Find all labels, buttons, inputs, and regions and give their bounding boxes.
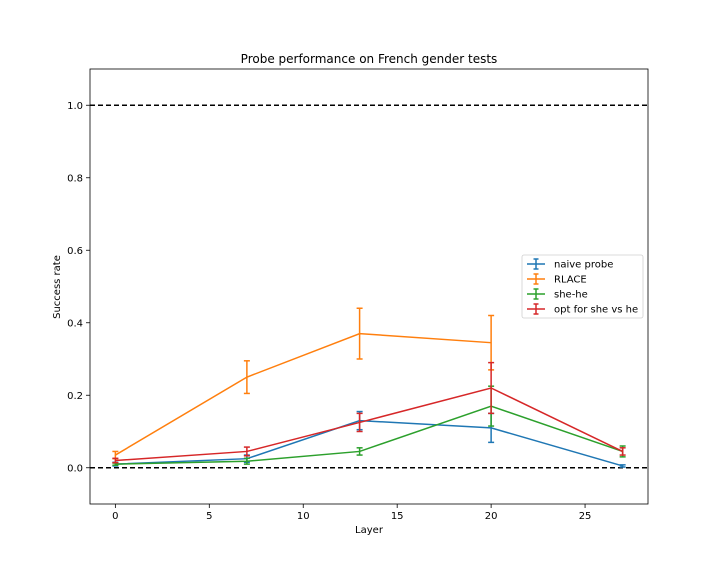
legend-item-1: RLACE xyxy=(527,273,587,286)
y-tick-label: 0.2 xyxy=(67,391,83,402)
error-bar xyxy=(619,447,626,456)
series-line-0 xyxy=(115,419,623,467)
y-tick-label: 0.8 xyxy=(67,173,83,184)
plot-area xyxy=(90,104,648,469)
plot-frame xyxy=(89,68,649,505)
x-tick-label: 10 xyxy=(297,511,310,522)
legend-frame xyxy=(521,254,644,319)
error-bar xyxy=(112,457,119,464)
y-axis-label: Success rate xyxy=(52,255,63,319)
chart-title: Probe performance on French gender tests xyxy=(241,52,498,66)
error-bar xyxy=(356,412,363,433)
error-bar xyxy=(243,446,250,457)
series-2 xyxy=(112,385,626,466)
legend-item-3: opt for she vs he xyxy=(527,303,638,316)
x-tick-label: 0 xyxy=(112,511,118,522)
legend-label: RLACE xyxy=(554,275,587,286)
series-line-1 xyxy=(114,332,492,456)
series-1 xyxy=(112,307,495,460)
error-bar xyxy=(243,360,250,395)
x-tick-label: 5 xyxy=(206,511,212,522)
y-tick-label: 0.6 xyxy=(67,246,83,257)
legend-label: naive probe xyxy=(554,260,613,271)
legend-item-0: naive probe xyxy=(527,258,613,271)
series-line-3 xyxy=(115,387,623,462)
x-tick-label: 25 xyxy=(579,511,592,522)
error-bar xyxy=(488,361,495,415)
y-axis: 0.0 0.2 0.4 0.6 0.8 1.0 xyxy=(67,101,90,474)
y-tick-label: 0.4 xyxy=(67,318,83,329)
error-bar xyxy=(356,447,363,456)
error-bar xyxy=(356,307,363,360)
legend: naive probe RLACE she-he opt for she vs he xyxy=(521,254,644,319)
x-axis: 0 5 10 15 20 25 xyxy=(112,504,591,522)
legend-item-2: she-he xyxy=(527,288,588,301)
x-axis-label: Layer xyxy=(355,525,384,536)
x-tick-label: 15 xyxy=(391,511,404,522)
legend-label: she-he xyxy=(554,290,588,301)
legend-label: opt for she vs he xyxy=(554,305,638,316)
y-tick-label: 0.0 xyxy=(67,463,83,474)
series-3 xyxy=(112,361,626,464)
x-tick-label: 20 xyxy=(485,511,498,522)
error-bar xyxy=(243,457,250,465)
y-tick-label: 1.0 xyxy=(67,101,83,112)
error-bar xyxy=(619,464,626,468)
